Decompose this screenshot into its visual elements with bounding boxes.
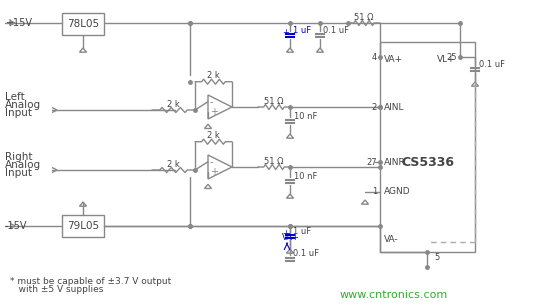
Text: +: + (282, 28, 289, 37)
Text: AINL: AINL (384, 103, 404, 111)
Text: 51 Ω: 51 Ω (354, 13, 374, 21)
Text: -15V: -15V (5, 221, 27, 231)
Text: 0.1 uF: 0.1 uF (293, 250, 319, 258)
Text: 1 uF: 1 uF (293, 227, 311, 235)
Text: VA+: VA+ (282, 232, 300, 242)
Text: 1 uF: 1 uF (293, 25, 311, 34)
Polygon shape (208, 155, 232, 179)
Text: 1: 1 (372, 188, 377, 196)
Text: 2: 2 (372, 103, 377, 111)
Text: AINR: AINR (384, 157, 406, 166)
Text: 2 k: 2 k (167, 160, 180, 169)
Text: Input: Input (5, 108, 32, 118)
Text: Right: Right (5, 152, 33, 162)
Text: 2 k: 2 k (207, 131, 220, 140)
Polygon shape (208, 95, 232, 119)
Text: 10 nF: 10 nF (294, 111, 317, 121)
Text: VL+: VL+ (437, 55, 456, 64)
Text: 4: 4 (372, 52, 377, 61)
Text: 0.1 uF: 0.1 uF (479, 60, 505, 68)
Text: 5: 5 (435, 254, 440, 262)
Text: VA+: VA+ (384, 55, 403, 64)
Text: +: + (210, 167, 218, 177)
Text: CS5336: CS5336 (401, 156, 454, 169)
Text: 51 Ω: 51 Ω (264, 157, 284, 165)
Text: -: - (210, 157, 214, 167)
Text: AGND: AGND (384, 188, 411, 196)
Text: Left: Left (5, 92, 25, 102)
Text: 0.1 uF: 0.1 uF (323, 25, 349, 34)
Text: www.cntronics.com: www.cntronics.com (340, 290, 448, 300)
Text: 27: 27 (366, 157, 377, 166)
Text: Input: Input (5, 168, 32, 178)
Text: +15V: +15V (5, 18, 32, 28)
Text: * must be capable of ±3.7 V output: * must be capable of ±3.7 V output (10, 277, 171, 286)
Text: 25: 25 (446, 52, 457, 61)
Text: 78L05: 78L05 (67, 19, 99, 29)
Text: -: - (210, 97, 214, 107)
Text: Analog: Analog (5, 100, 41, 110)
Text: with ±5 V supplies: with ±5 V supplies (10, 285, 104, 293)
Text: 2 k: 2 k (167, 99, 180, 108)
Bar (62, 215, 104, 237)
Bar (62, 13, 104, 35)
Text: 79L05: 79L05 (67, 221, 99, 231)
Text: +: + (282, 229, 289, 238)
Text: 10 nF: 10 nF (294, 172, 317, 181)
Text: VA-: VA- (384, 235, 398, 244)
Bar (380, 42, 475, 252)
Text: Analog: Analog (5, 160, 41, 170)
Text: +: + (210, 107, 218, 117)
Text: 51 Ω: 51 Ω (264, 96, 284, 106)
Text: 2 k: 2 k (207, 71, 220, 80)
